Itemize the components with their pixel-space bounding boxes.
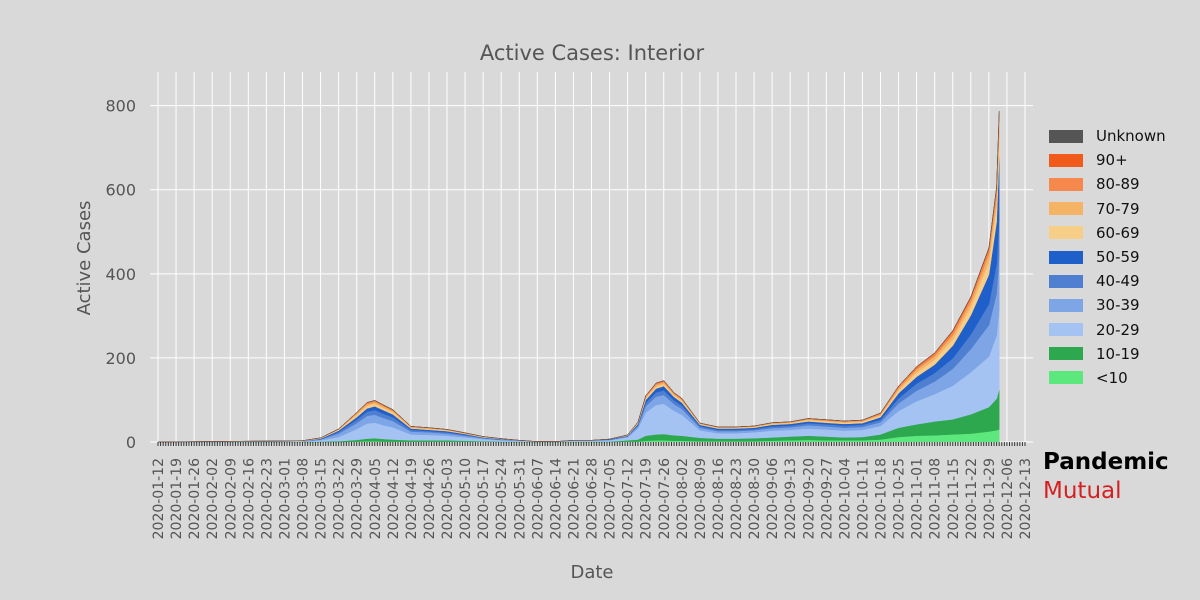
x-tick-label: 2020-04-26 [422,458,438,539]
legend-swatch [1049,153,1083,167]
brand-name-line1: Pandemic [1043,449,1169,475]
legend-item: 20-29 [1049,318,1166,342]
x-tick-label: 2020-09-20 [801,458,817,539]
x-tick-label: 2020-04-05 [368,458,384,539]
chart-title: Active Cases: Interior [480,41,705,65]
legend-item: Unknown [1049,124,1166,148]
x-tick-label: 2020-08-02 [675,458,691,539]
x-tick-label: 2020-11-29 [982,458,998,539]
x-tick-label: 2020-10-11 [855,458,871,539]
legend-label: <10 [1096,368,1128,387]
axes: 0 200 400 600 800 2020-01-12 2020-01-19 2020-01… [105,97,1034,540]
legend-item: 10-19 [1049,342,1166,366]
x-tick-label: 2020-07-12 [621,458,637,539]
stacked-areas [157,111,1000,443]
x-tick-label: 2020-05-10 [458,458,474,539]
brand-logo: Pandemic Mutual [1043,448,1169,506]
x-tick-label: 2020-08-16 [711,458,727,539]
brand-name-line2: Mutual [1043,478,1122,504]
legend-item: 40-49 [1049,269,1166,293]
x-tick-label: 2020-03-29 [350,458,366,539]
legend-swatch [1049,177,1083,191]
legend-swatch [1049,202,1083,216]
legend-label: 40-49 [1096,272,1140,291]
y-tick-label: 400 [105,265,136,284]
x-tick-label: 2020-03-22 [332,458,348,539]
legend-label: 70-79 [1096,199,1140,218]
legend-swatch [1049,274,1083,288]
x-tick-label: 2020-01-26 [187,458,203,539]
legend-swatch [1049,298,1083,312]
x-tick-label: 2020-07-26 [657,458,673,539]
y-tick-label: 200 [105,349,136,368]
legend: Unknown 90+ 80-89 70-79 60-69 50-59 40-49 30-39… [1049,124,1166,390]
x-tick-label: 2020-11-22 [964,458,980,539]
x-tick-label: 2020-06-07 [530,458,546,539]
x-tick-label: 2020-11-08 [928,458,944,539]
legend-item: 60-69 [1049,221,1166,245]
x-tick-label: 2020-06-14 [548,458,564,539]
legend-label: 10-19 [1096,344,1140,363]
legend-swatch [1049,371,1083,385]
x-tick-label: 2020-09-06 [765,458,781,539]
x-tick-label: 2020-10-25 [892,458,908,539]
x-tick-label: 2020-06-28 [585,458,601,539]
legend-item: 70-79 [1049,197,1166,221]
x-tick-label: 2020-05-24 [494,458,510,539]
x-tick-label: 2020-07-19 [639,458,655,539]
x-tick-label: 2020-09-13 [783,458,799,539]
x-tick-label: 2020-08-09 [693,458,709,539]
x-tick-label: 2020-11-15 [946,458,962,539]
x-tick-label: 2020-01-12 [151,458,167,539]
x-tick-label: 2020-03-15 [314,458,330,539]
legend-label: Unknown [1096,127,1166,146]
y-tick-label: 600 [105,181,136,200]
legend-swatch [1049,250,1083,264]
x-tick-label: 2020-05-31 [512,458,528,539]
y-tick-label: 0 [126,433,136,452]
legend-swatch [1049,226,1083,240]
legend-swatch [1049,323,1083,337]
x-tick-label: 2020-07-05 [603,458,619,539]
x-tick-label: 2020-03-01 [277,458,293,539]
x-tick-label: 2020-04-12 [386,458,402,539]
x-tick-label: 2020-12-13 [1018,458,1034,539]
y-tick-label: 800 [105,97,136,116]
legend-label: 90+ [1096,151,1128,170]
legend-label: 20-29 [1096,320,1140,339]
x-tick-label: 2020-06-21 [566,458,582,539]
legend-item: 80-89 [1049,172,1166,196]
x-tick-label: 2020-11-01 [910,458,926,539]
legend-label: 30-39 [1096,296,1140,315]
x-tick-label: 2020-04-19 [404,458,420,539]
x-tick-label: 2020-12-06 [1000,458,1016,539]
legend-item: 90+ [1049,148,1166,172]
y-axis-label: Active Cases [74,201,95,316]
legend-item: 50-59 [1049,245,1166,269]
area-series-unknown [157,111,1000,443]
x-tick-label: 2020-08-23 [729,458,745,539]
x-axis-label: Date [570,562,613,583]
x-tick-label: 2020-03-08 [296,458,312,539]
x-tick-label: 2020-02-23 [259,458,275,539]
x-tick-label: 2020-10-18 [874,458,890,539]
legend-label: 50-59 [1096,248,1140,267]
legend-label: 60-69 [1096,223,1140,242]
x-tick-label: 2020-02-09 [223,458,239,539]
x-tick-label: 2020-01-19 [169,458,185,539]
legend-label: 80-89 [1096,175,1140,194]
legend-swatch [1049,347,1083,361]
x-tick-label: 2020-08-30 [747,458,763,539]
x-tick-label: 2020-02-16 [241,458,257,539]
legend-swatch [1049,129,1083,143]
x-tick-label: 2020-09-27 [819,458,835,539]
x-tick-label: 2020-02-02 [205,458,221,539]
x-tick-label: 2020-05-03 [440,458,456,539]
x-tick-label: 2020-05-17 [476,458,492,539]
legend-item: 30-39 [1049,293,1166,317]
legend-item: <10 [1049,366,1166,390]
x-tick-label: 2020-10-04 [837,458,853,539]
